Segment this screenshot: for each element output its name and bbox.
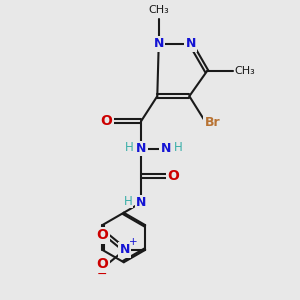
Text: N: N (136, 142, 146, 155)
Text: −: − (97, 268, 108, 281)
Text: CH₃: CH₃ (235, 66, 255, 76)
Text: H: H (174, 141, 183, 154)
Text: Br: Br (205, 116, 220, 129)
Text: +: + (129, 237, 137, 247)
Text: O: O (97, 228, 108, 242)
Text: N: N (186, 37, 196, 50)
Text: O: O (100, 114, 112, 128)
Text: O: O (97, 257, 108, 272)
Text: O: O (167, 169, 179, 183)
Text: H: H (124, 141, 134, 154)
Text: H: H (124, 195, 133, 208)
Text: N: N (161, 142, 171, 155)
Text: N: N (120, 243, 130, 256)
Text: N: N (154, 37, 164, 50)
Text: N: N (136, 196, 146, 209)
Text: CH₃: CH₃ (148, 4, 169, 15)
